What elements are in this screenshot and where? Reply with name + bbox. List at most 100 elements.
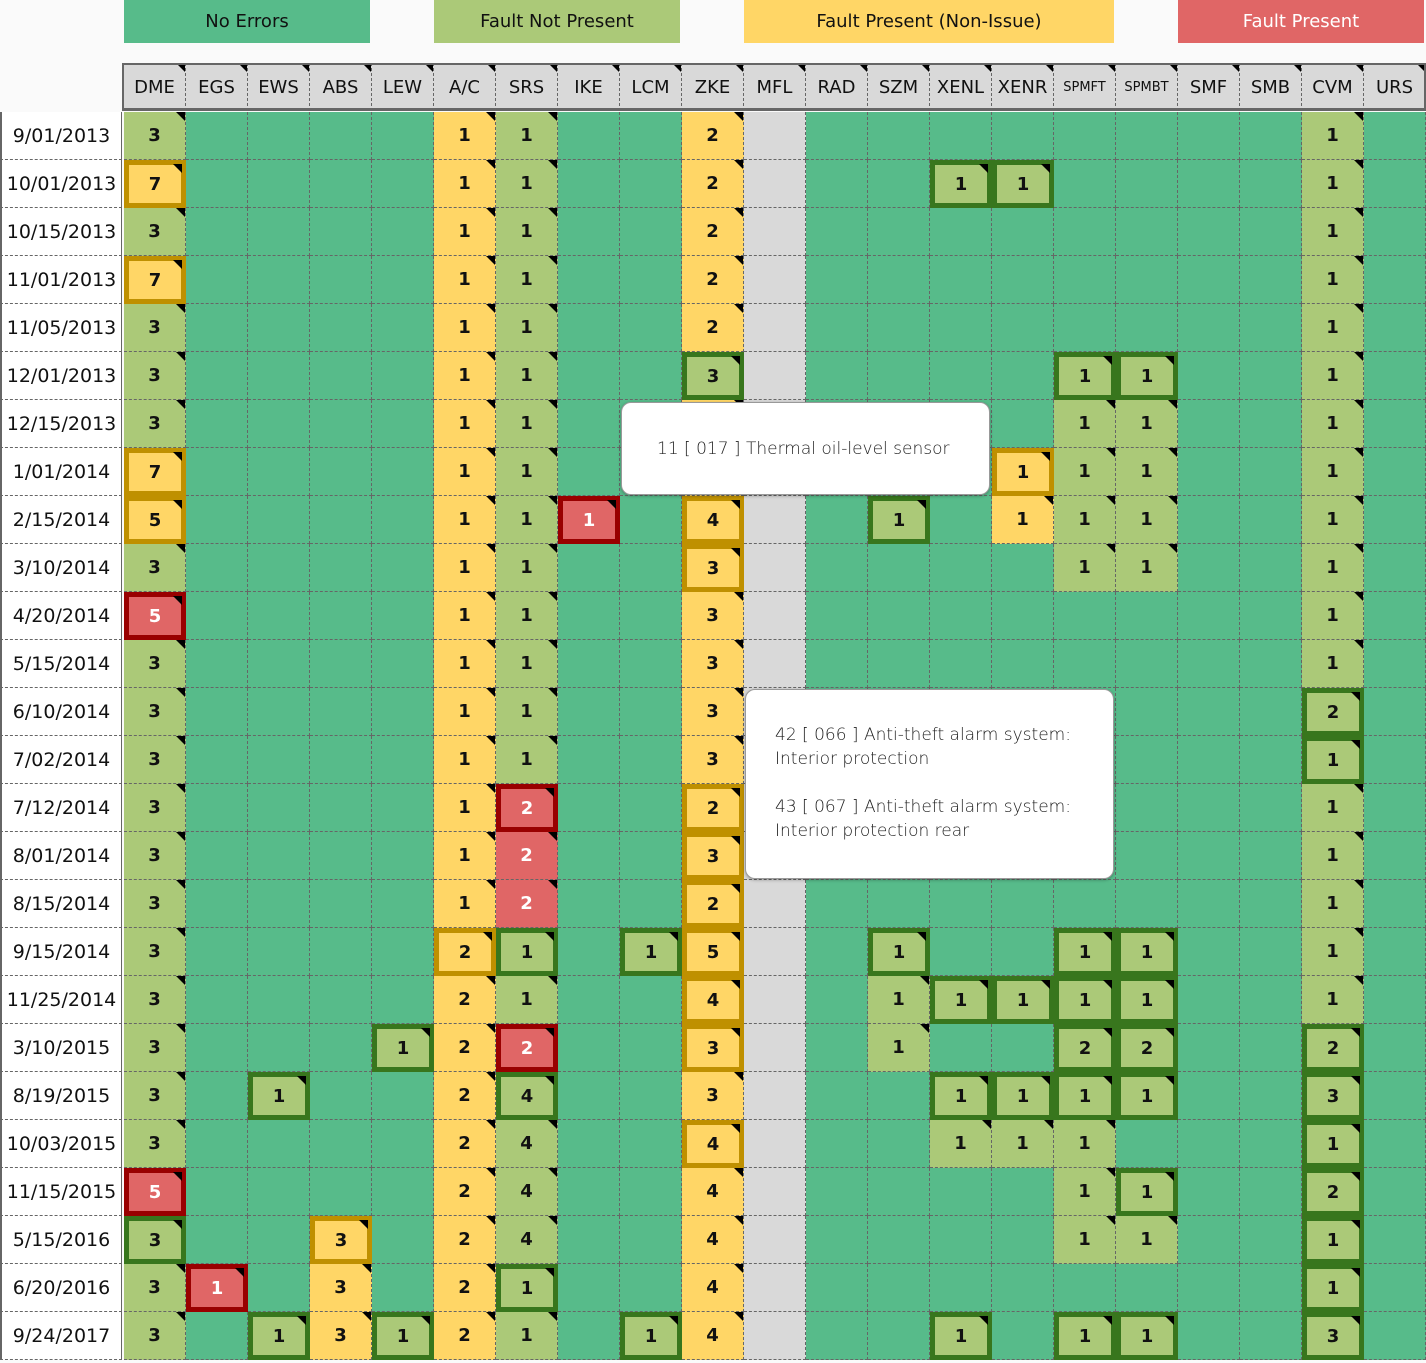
cell-smb[interactable]: [1240, 208, 1302, 256]
column-header-spmbt[interactable]: SPMBT: [1116, 63, 1178, 111]
cell-abs[interactable]: [310, 352, 372, 400]
cell-ews[interactable]: 1: [248, 1072, 310, 1120]
row-date[interactable]: 11/05/2013: [0, 304, 122, 352]
cell-spmft[interactable]: 1: [1054, 1072, 1116, 1120]
cell-dme[interactable]: 3: [124, 1216, 186, 1264]
cell-szm[interactable]: [868, 1072, 930, 1120]
cell-szm[interactable]: [868, 256, 930, 304]
row-date[interactable]: 5/15/2014: [0, 640, 122, 688]
cell-ews[interactable]: [248, 352, 310, 400]
cell-cvm[interactable]: 1: [1302, 832, 1364, 880]
cell-cvm[interactable]: 1: [1302, 1264, 1364, 1312]
cell-mfl[interactable]: [744, 640, 806, 688]
cell-rad[interactable]: [806, 352, 868, 400]
column-header-xenl[interactable]: XENL: [930, 63, 992, 111]
cell-spmft[interactable]: [1054, 160, 1116, 208]
cell-abs[interactable]: [310, 1072, 372, 1120]
cell-ike[interactable]: [558, 1312, 620, 1360]
cell-ews[interactable]: [248, 160, 310, 208]
column-header-mfl[interactable]: MFL: [744, 63, 806, 111]
cell-smf[interactable]: [1178, 1216, 1240, 1264]
cell-ac[interactable]: 1: [434, 256, 496, 304]
cell-ac[interactable]: 1: [434, 880, 496, 928]
cell-dme[interactable]: 3: [124, 1072, 186, 1120]
cell-mfl[interactable]: [744, 1072, 806, 1120]
cell-abs[interactable]: [310, 688, 372, 736]
cell-egs[interactable]: [186, 976, 248, 1024]
cell-szm[interactable]: [868, 112, 930, 160]
cell-ike[interactable]: [558, 976, 620, 1024]
cell-srs[interactable]: 4: [496, 1120, 558, 1168]
cell-ews[interactable]: [248, 1120, 310, 1168]
cell-mfl[interactable]: [744, 592, 806, 640]
cell-spmbt[interactable]: 1: [1116, 448, 1178, 496]
cell-abs[interactable]: [310, 832, 372, 880]
cell-urs[interactable]: [1364, 1024, 1426, 1072]
column-header-lcm[interactable]: LCM: [620, 63, 682, 111]
cell-lcm[interactable]: [620, 352, 682, 400]
cell-lew[interactable]: 1: [372, 1024, 434, 1072]
cell-egs[interactable]: [186, 256, 248, 304]
cell-abs[interactable]: [310, 1168, 372, 1216]
cell-szm[interactable]: [868, 160, 930, 208]
cell-xenr[interactable]: 1: [992, 1072, 1054, 1120]
cell-abs[interactable]: [310, 400, 372, 448]
cell-rad[interactable]: [806, 1264, 868, 1312]
cell-xenr[interactable]: [992, 592, 1054, 640]
cell-srs[interactable]: 1: [496, 352, 558, 400]
cell-urs[interactable]: [1364, 1312, 1426, 1360]
cell-egs[interactable]: [186, 784, 248, 832]
column-header-egs[interactable]: EGS: [186, 63, 248, 111]
cell-ews[interactable]: [248, 256, 310, 304]
cell-egs[interactable]: [186, 304, 248, 352]
cell-lcm[interactable]: [620, 160, 682, 208]
cell-ike[interactable]: [558, 352, 620, 400]
cell-xenl[interactable]: [930, 544, 992, 592]
cell-spmbt[interactable]: [1116, 736, 1178, 784]
cell-dme[interactable]: 3: [124, 1120, 186, 1168]
cell-lcm[interactable]: [620, 1072, 682, 1120]
cell-smb[interactable]: [1240, 1216, 1302, 1264]
cell-szm[interactable]: [868, 1120, 930, 1168]
cell-cvm[interactable]: 2: [1302, 1024, 1364, 1072]
cell-ike[interactable]: [558, 880, 620, 928]
cell-egs[interactable]: [186, 1120, 248, 1168]
cell-xenr[interactable]: [992, 112, 1054, 160]
row-date[interactable]: 6/10/2014: [0, 688, 122, 736]
cell-ac[interactable]: 2: [434, 1312, 496, 1360]
row-date[interactable]: 11/01/2013: [0, 256, 122, 304]
column-header-rad[interactable]: RAD: [806, 63, 868, 111]
cell-urs[interactable]: [1364, 1264, 1426, 1312]
cell-smf[interactable]: [1178, 880, 1240, 928]
cell-smb[interactable]: [1240, 784, 1302, 832]
cell-xenl[interactable]: 1: [930, 1072, 992, 1120]
cell-ike[interactable]: [558, 1216, 620, 1264]
cell-mfl[interactable]: [744, 1312, 806, 1360]
column-header-dme[interactable]: DME: [124, 63, 186, 111]
cell-lcm[interactable]: [620, 112, 682, 160]
cell-xenl[interactable]: [930, 1024, 992, 1072]
cell-lew[interactable]: [372, 880, 434, 928]
cell-abs[interactable]: [310, 496, 372, 544]
cell-rad[interactable]: [806, 544, 868, 592]
cell-mfl[interactable]: [744, 1120, 806, 1168]
cell-srs[interactable]: 1: [496, 688, 558, 736]
cell-lcm[interactable]: [620, 784, 682, 832]
cell-spmbt[interactable]: [1116, 304, 1178, 352]
cell-ac[interactable]: 1: [434, 496, 496, 544]
cell-spmft[interactable]: 1: [1054, 400, 1116, 448]
cell-smf[interactable]: [1178, 208, 1240, 256]
cell-srs[interactable]: 1: [496, 208, 558, 256]
cell-zke[interactable]: 3: [682, 1024, 744, 1072]
column-header-abs[interactable]: ABS: [310, 63, 372, 111]
cell-xenr[interactable]: 1: [992, 1120, 1054, 1168]
cell-ike[interactable]: 1: [558, 496, 620, 544]
cell-urs[interactable]: [1364, 736, 1426, 784]
cell-cvm[interactable]: 1: [1302, 736, 1364, 784]
cell-lew[interactable]: [372, 160, 434, 208]
cell-mfl[interactable]: [744, 1264, 806, 1312]
cell-cvm[interactable]: 1: [1302, 256, 1364, 304]
cell-xenl[interactable]: 1: [930, 1312, 992, 1360]
cell-zke[interactable]: 3: [682, 688, 744, 736]
cell-zke[interactable]: 4: [682, 1264, 744, 1312]
